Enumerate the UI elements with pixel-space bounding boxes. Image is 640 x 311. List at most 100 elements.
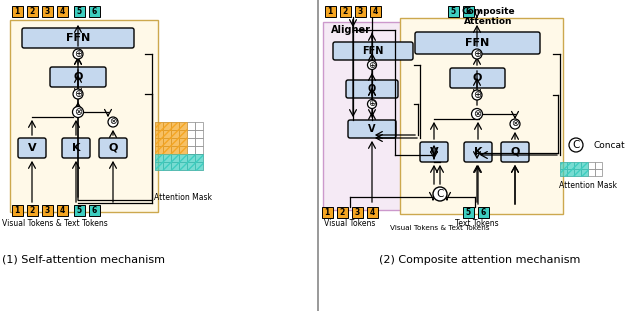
Bar <box>567 169 574 176</box>
Bar <box>163 162 171 170</box>
Circle shape <box>73 49 83 59</box>
Circle shape <box>472 49 482 59</box>
Circle shape <box>433 187 447 201</box>
Bar <box>567 169 574 176</box>
Circle shape <box>510 119 520 129</box>
Text: V: V <box>368 124 376 134</box>
Text: Text Tokens: Text Tokens <box>455 219 499 228</box>
Text: ⊗: ⊗ <box>74 107 82 117</box>
Text: ⊗: ⊗ <box>511 119 519 128</box>
Text: ⊕: ⊕ <box>473 90 481 100</box>
Text: Attention: Attention <box>464 16 512 26</box>
Text: 5: 5 <box>76 7 81 16</box>
Bar <box>581 162 588 169</box>
Text: Q: Q <box>510 147 520 157</box>
Text: O: O <box>368 84 376 94</box>
FancyBboxPatch shape <box>62 138 90 158</box>
Bar <box>74 205 84 216</box>
Bar <box>574 169 581 176</box>
Text: C: C <box>436 189 444 199</box>
Text: 3: 3 <box>44 7 50 16</box>
Bar <box>56 205 67 216</box>
FancyBboxPatch shape <box>415 32 540 54</box>
Bar <box>179 162 187 170</box>
Text: O: O <box>473 73 482 83</box>
Bar <box>179 130 187 138</box>
Bar <box>163 138 171 146</box>
Bar <box>171 130 179 138</box>
Bar <box>171 154 179 162</box>
FancyBboxPatch shape <box>22 28 134 48</box>
Text: ⊗: ⊗ <box>473 109 481 119</box>
Bar <box>163 122 171 130</box>
Text: V: V <box>28 143 36 153</box>
Bar <box>42 6 52 17</box>
Bar <box>187 162 195 170</box>
FancyBboxPatch shape <box>99 138 127 158</box>
Bar <box>171 122 179 130</box>
Bar <box>187 130 195 138</box>
Text: (1) Self-attention mechanism: (1) Self-attention mechanism <box>3 255 166 265</box>
Text: 1: 1 <box>14 7 20 16</box>
Bar <box>26 205 38 216</box>
Text: 6: 6 <box>465 7 470 16</box>
Bar <box>155 138 163 146</box>
Bar <box>179 122 187 130</box>
Bar <box>581 169 588 176</box>
Bar <box>574 162 581 169</box>
Text: Visual Tokens: Visual Tokens <box>324 219 376 228</box>
Text: 2: 2 <box>342 7 348 16</box>
Bar <box>171 138 179 146</box>
Text: ⊕: ⊕ <box>368 100 376 109</box>
Bar <box>355 6 365 17</box>
Text: Attention Mask: Attention Mask <box>559 180 617 189</box>
Bar <box>187 154 195 162</box>
Bar <box>163 130 171 138</box>
Bar <box>171 122 179 130</box>
Text: Q: Q <box>108 143 118 153</box>
Circle shape <box>569 138 583 152</box>
Bar <box>369 6 381 17</box>
Bar <box>155 154 163 162</box>
Circle shape <box>367 61 376 69</box>
Circle shape <box>72 106 83 118</box>
Bar <box>10 20 158 212</box>
Bar <box>560 169 567 176</box>
Text: 6: 6 <box>481 208 486 217</box>
Text: Aligner: Aligner <box>331 25 371 35</box>
Bar <box>179 154 187 162</box>
Text: 5: 5 <box>76 206 81 215</box>
Bar <box>574 169 581 176</box>
Text: ⊗: ⊗ <box>109 118 116 127</box>
Bar <box>155 122 163 130</box>
Text: 2: 2 <box>29 206 35 215</box>
Bar <box>163 122 171 130</box>
Bar <box>163 162 171 170</box>
Text: K: K <box>72 143 80 153</box>
Bar <box>88 6 99 17</box>
Bar <box>195 154 203 162</box>
Circle shape <box>73 89 83 99</box>
Bar <box>581 169 588 176</box>
Bar <box>155 138 163 146</box>
Bar <box>187 162 195 170</box>
Text: Composite: Composite <box>461 7 515 16</box>
Bar <box>179 162 187 170</box>
Bar <box>155 162 163 170</box>
FancyBboxPatch shape <box>501 142 529 162</box>
Bar <box>179 138 187 146</box>
Text: ⊕: ⊕ <box>368 61 376 69</box>
Text: FFN: FFN <box>465 38 490 48</box>
FancyBboxPatch shape <box>420 142 448 162</box>
Bar <box>187 146 195 154</box>
Bar <box>567 162 574 169</box>
FancyBboxPatch shape <box>333 42 413 60</box>
Bar <box>187 154 195 162</box>
Bar <box>155 130 163 138</box>
Bar <box>88 205 99 216</box>
Text: 4: 4 <box>372 7 378 16</box>
Bar <box>195 154 203 162</box>
Text: C: C <box>572 140 580 150</box>
Bar <box>155 130 163 138</box>
Bar <box>324 6 335 17</box>
